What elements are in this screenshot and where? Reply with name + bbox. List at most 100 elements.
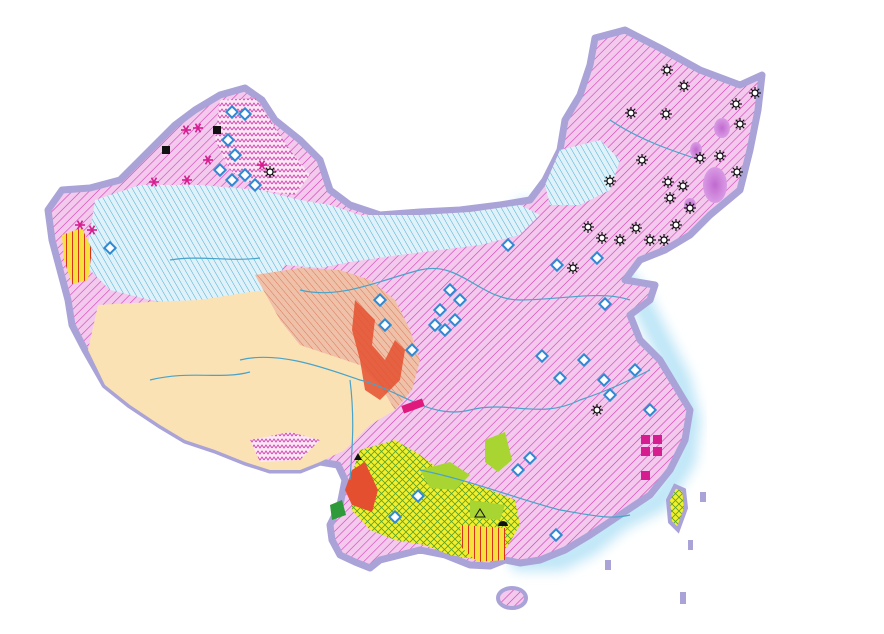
region-purple-ne-1 (703, 167, 727, 203)
river-pearl (419, 469, 631, 518)
star-burst-symbol (662, 176, 674, 188)
star-burst-symbol (734, 118, 746, 130)
triangle-symbol (474, 508, 486, 518)
blue-diamond-ring-symbol (212, 162, 228, 178)
half-disc-symbol (498, 521, 508, 526)
island-fragment-3 (680, 592, 686, 604)
blue-diamond-ring-symbol (237, 167, 253, 183)
star-burst-symbol (614, 234, 626, 246)
blue-diamond-ring-symbol (597, 296, 613, 312)
star-burst-symbol (677, 180, 689, 192)
star-burst-symbol (730, 98, 742, 110)
blue-diamond-ring-symbol (442, 282, 458, 298)
magenta-asterisk-symbol (87, 225, 97, 235)
region-red-yunnan (345, 462, 378, 512)
star-burst-symbol (596, 232, 608, 244)
magenta-ring-square (641, 471, 650, 480)
river-west-1 (169, 257, 261, 261)
magenta-ring-square (653, 447, 662, 456)
magenta-asterisk-symbol (75, 220, 85, 230)
region-purple-ne-3 (690, 142, 702, 158)
island-fragment-4 (605, 560, 611, 570)
river-yellow (299, 267, 631, 301)
magenta-ring-squares (641, 435, 662, 480)
star-burst-symbol (684, 202, 696, 214)
blue-diamond-ring-symbol (576, 352, 592, 368)
blue-diamond-ring-symbol (372, 292, 388, 308)
blue-diamond-ring-symbol (642, 402, 658, 418)
magenta-asterisk-symbol (181, 125, 191, 135)
star-burst-symbol (630, 222, 642, 234)
rivers (149, 119, 701, 518)
region-purple-ne-2 (714, 118, 730, 138)
blue-diamond-ring-symbol (404, 342, 420, 358)
blue-diamond-ring-symbol (224, 104, 240, 120)
region-zigzag-tibet (250, 432, 320, 462)
blue-diamond-ring-symbol (627, 362, 643, 378)
blue-diamond-ring-symbol (377, 317, 393, 333)
blue-diamond-ring-symbol (410, 488, 426, 504)
river-mekong (349, 379, 354, 481)
blue-diamond-ring-symbol (548, 527, 564, 543)
blue-diamond-ring-symbol (510, 462, 526, 478)
star-burst-symbol (714, 150, 726, 162)
region-zigzag-north (215, 98, 310, 195)
river-west-2 (149, 371, 251, 381)
river-yangtze (239, 356, 651, 413)
region-plateau (88, 290, 395, 470)
blue-diamond-ring-symbol (220, 132, 236, 148)
star-burst-symbol (604, 175, 616, 187)
blue-diamond-ring-symbol (549, 257, 565, 273)
star-burst-symbol (749, 87, 761, 99)
blue-diamond-ring-symbol (432, 302, 448, 318)
blue-diamond-ring-symbol (102, 240, 118, 256)
river-ne (609, 119, 701, 161)
island-fragment-2 (688, 540, 693, 550)
blue-diamond-ring-symbol (447, 312, 463, 328)
region-yellow-west (62, 228, 92, 284)
region-redstripe (460, 525, 505, 562)
star-burst-symbol (731, 166, 743, 178)
magenta-asterisk-symbol (149, 177, 159, 187)
blue-diamond-ring-symbol (500, 237, 516, 253)
star-burst-symbol (636, 154, 648, 166)
star-burst-symbol (664, 192, 676, 204)
region-lime-3 (470, 500, 505, 520)
blue-diamond-ring-symbol (602, 387, 618, 403)
blue-diamond-ring-symbol (247, 177, 263, 193)
star-burst-symbol (567, 262, 579, 274)
black-square-symbol (162, 146, 170, 154)
blue-diamond-ring-symbol (452, 292, 468, 308)
magenta-ring-square (653, 435, 662, 444)
island-taiwan (665, 483, 689, 534)
blue-diamond-ring-symbol (427, 317, 443, 333)
blue-diamond-ring-symbol (237, 106, 253, 122)
star-burst-symbol (678, 80, 690, 92)
star-symbols (264, 64, 761, 416)
blue-diamond-ring-symbol (437, 322, 453, 338)
star-burst-symbol (694, 152, 706, 164)
magenta-bar-symbol (401, 398, 425, 414)
island-hainan (496, 586, 528, 610)
blue-diamond-ring-symbol (596, 372, 612, 388)
ring-symbols (102, 104, 658, 543)
star-burst-symbol (625, 107, 637, 119)
blue-diamond-ring-symbol (552, 370, 568, 386)
black-square-symbol (213, 126, 221, 134)
island-fragment-1 (700, 492, 706, 502)
star-burst-symbol (264, 166, 276, 178)
star-burst-symbol (660, 108, 672, 120)
star-burst-symbol (644, 234, 656, 246)
region-blue-northeast (545, 140, 620, 205)
blue-diamond-ring-symbol (227, 147, 243, 163)
blue-diamond-ring-symbol (589, 250, 605, 266)
star-burst-symbol (591, 404, 603, 416)
region-red-sichuan (352, 300, 405, 400)
magenta-asterisk-symbol (182, 175, 192, 185)
star-burst-symbol (661, 64, 673, 76)
magenta-asterisk-symbol (257, 160, 267, 170)
triangle-symbol (354, 453, 362, 460)
star-burst-symbol (670, 219, 682, 231)
